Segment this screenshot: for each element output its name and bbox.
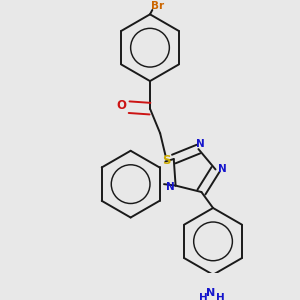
- Text: N: N: [166, 182, 175, 192]
- Text: H: H: [199, 293, 207, 300]
- Text: N: N: [218, 164, 226, 174]
- Text: N: N: [206, 288, 215, 298]
- Text: S: S: [163, 154, 171, 167]
- Text: N: N: [196, 139, 205, 149]
- Text: H: H: [216, 293, 225, 300]
- Text: O: O: [116, 99, 126, 112]
- Text: Br: Br: [151, 1, 164, 11]
